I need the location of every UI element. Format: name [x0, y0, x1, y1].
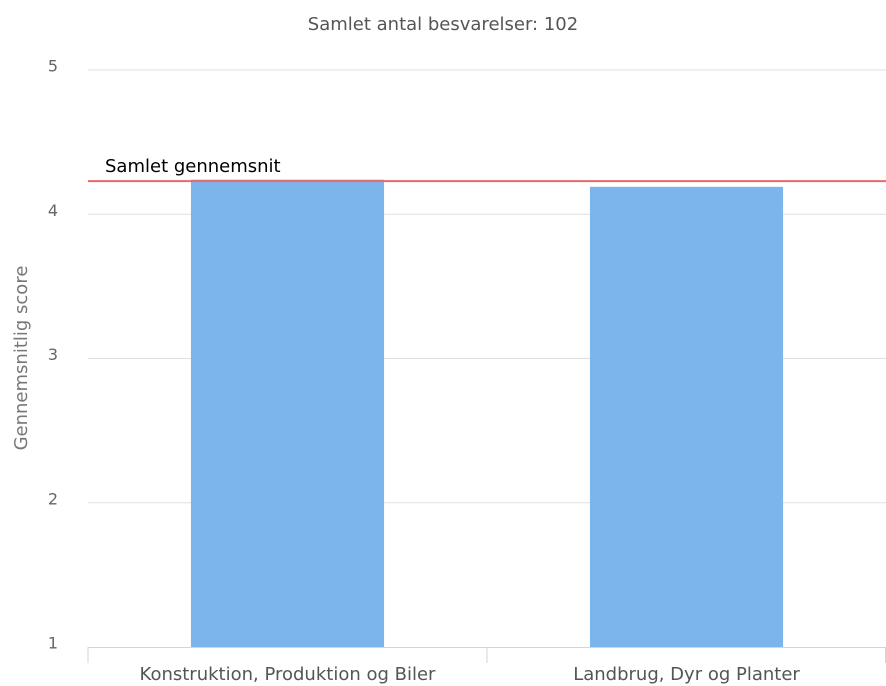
y-tick-label: 3: [48, 345, 58, 364]
y-axis-label: Gennemsnitlig score: [11, 266, 32, 451]
y-tick-label: 1: [48, 634, 58, 653]
chart-title: Samlet antal besvarelser: 102: [308, 14, 578, 35]
x-tick-label: Konstruktion, Produktion og Biler: [140, 664, 437, 685]
bar: [190, 179, 385, 647]
reference-label: Samlet gennemsnit: [105, 156, 281, 177]
bar: [589, 186, 784, 647]
y-tick-label: 2: [48, 489, 58, 508]
y-tick-label: 5: [48, 57, 58, 76]
x-tick-label: Landbrug, Dyr og Planter: [573, 664, 800, 685]
y-tick-label: 4: [48, 201, 58, 220]
